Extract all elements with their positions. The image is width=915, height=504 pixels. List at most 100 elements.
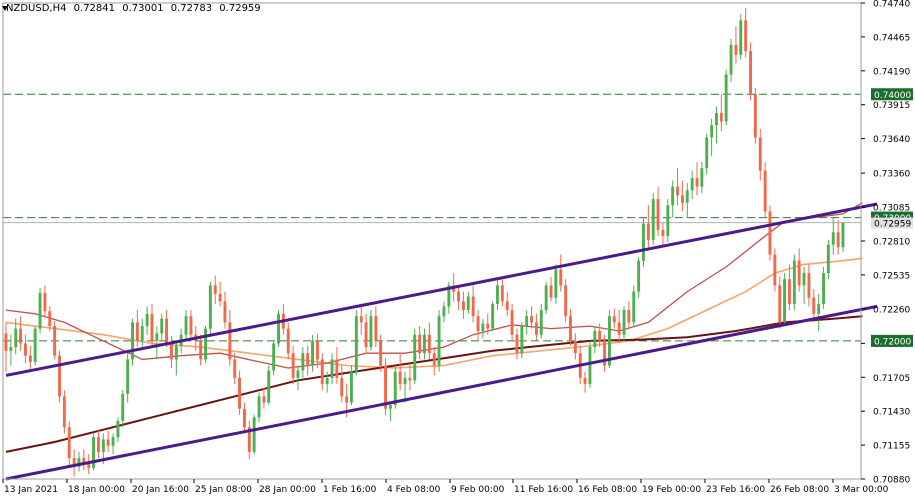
x-tick-label: 23 Feb 16:00: [706, 485, 765, 495]
candle: [719, 94, 723, 132]
candle: [165, 310, 168, 348]
candle: [354, 310, 358, 376]
candle-body: [457, 291, 460, 302]
candle: [471, 285, 475, 323]
candle: [739, 14, 743, 60]
candle: [87, 454, 91, 475]
candle: [788, 264, 791, 311]
candle: [213, 275, 217, 304]
candle-body: [4, 333, 8, 351]
channel-lines[interactable]: [5, 202, 878, 481]
y-tick-label: 0.71430: [873, 408, 910, 418]
candle: [374, 306, 378, 348]
candle-body: [783, 279, 786, 323]
candle-body: [603, 340, 606, 366]
x-tick-label: 4 Feb 08:00: [387, 485, 441, 495]
candle-body: [792, 260, 796, 304]
candle: [549, 276, 553, 302]
y-tick-label: 0.74740: [873, 0, 910, 10]
candle-body: [622, 310, 626, 335]
candle-body: [481, 323, 485, 331]
candle: [272, 340, 276, 376]
candle: [418, 326, 422, 360]
candle-body: [418, 334, 422, 354]
candle-body: [135, 322, 139, 341]
candle: [335, 347, 339, 385]
candle-body: [384, 365, 387, 409]
candle: [462, 291, 465, 319]
candle-body: [62, 396, 66, 428]
candle: [491, 301, 495, 332]
candle-body: [515, 334, 519, 354]
candles: [4, 7, 845, 477]
channel-line-lower[interactable]: [5, 304, 878, 481]
candle-body: [311, 340, 314, 366]
candle-body: [690, 178, 694, 191]
candle-body: [14, 328, 18, 348]
candle-body: [729, 44, 733, 75]
candle-body: [554, 269, 558, 298]
candle: [369, 310, 373, 351]
candle-body: [549, 285, 553, 298]
level-price-tag: [871, 88, 913, 101]
time-axis[interactable]: 13 Jan 2021 18 Jan 00:00 20 Jan 16:00 25 Ja…: [2, 479, 889, 495]
candle: [150, 303, 154, 348]
channel-line-upper[interactable]: [5, 202, 878, 377]
candle-body: [831, 232, 835, 245]
candle: [67, 421, 71, 467]
candle: [637, 257, 641, 298]
candle: [19, 316, 22, 351]
y-tick-label: 0.72810: [873, 238, 910, 248]
candle: [685, 183, 689, 218]
candle-body: [749, 51, 752, 95]
candle: [724, 69, 728, 126]
candle: [38, 287, 42, 334]
candle-body: [189, 316, 193, 335]
candle-body: [131, 322, 134, 360]
candle-body: [753, 94, 757, 138]
candle-body: [92, 437, 95, 468]
candle: [106, 430, 110, 452]
candle: [218, 281, 222, 307]
candle: [496, 279, 499, 311]
candle-body: [145, 313, 149, 327]
candle: [199, 334, 203, 366]
candle-body: [58, 355, 61, 397]
candle: [783, 273, 786, 327]
level-price-tag: [871, 334, 913, 347]
candle: [573, 333, 577, 360]
collapse-triangle-icon[interactable]: [2, 6, 8, 11]
candle-body: [666, 205, 670, 236]
high-value: 0.73001: [122, 3, 164, 14]
candle: [62, 390, 66, 434]
candle: [427, 322, 431, 360]
candle-body: [836, 232, 840, 248]
candle: [170, 335, 173, 369]
current-price-tag: [871, 217, 913, 229]
candle-body: [257, 396, 261, 418]
candle-body: [510, 310, 514, 335]
candle-body: [374, 316, 378, 341]
candle: [544, 281, 548, 314]
y-tick-label: 0.70880: [873, 476, 910, 486]
candle: [316, 333, 319, 369]
candle-body: [583, 377, 587, 385]
candle-body: [218, 294, 222, 302]
candle-body: [199, 340, 203, 360]
candle-body: [340, 377, 344, 397]
candle: [715, 106, 718, 144]
candle-body: [33, 328, 37, 362]
x-tick-label: 20 Jan 16:00: [132, 485, 189, 495]
candle: [593, 326, 597, 354]
candle-body: [539, 310, 543, 335]
candle-body: [573, 340, 577, 354]
candle-body: [710, 125, 714, 138]
candle-body: [559, 269, 563, 286]
open-value: 0.72841: [73, 3, 116, 14]
price-axis[interactable]: 0.74740 0.74465 0.74190 0.73915 0.73640 0.733…: [861, 0, 913, 486]
candle-body: [462, 301, 465, 310]
x-tick-label: 18 Jan 00:00: [68, 485, 125, 495]
